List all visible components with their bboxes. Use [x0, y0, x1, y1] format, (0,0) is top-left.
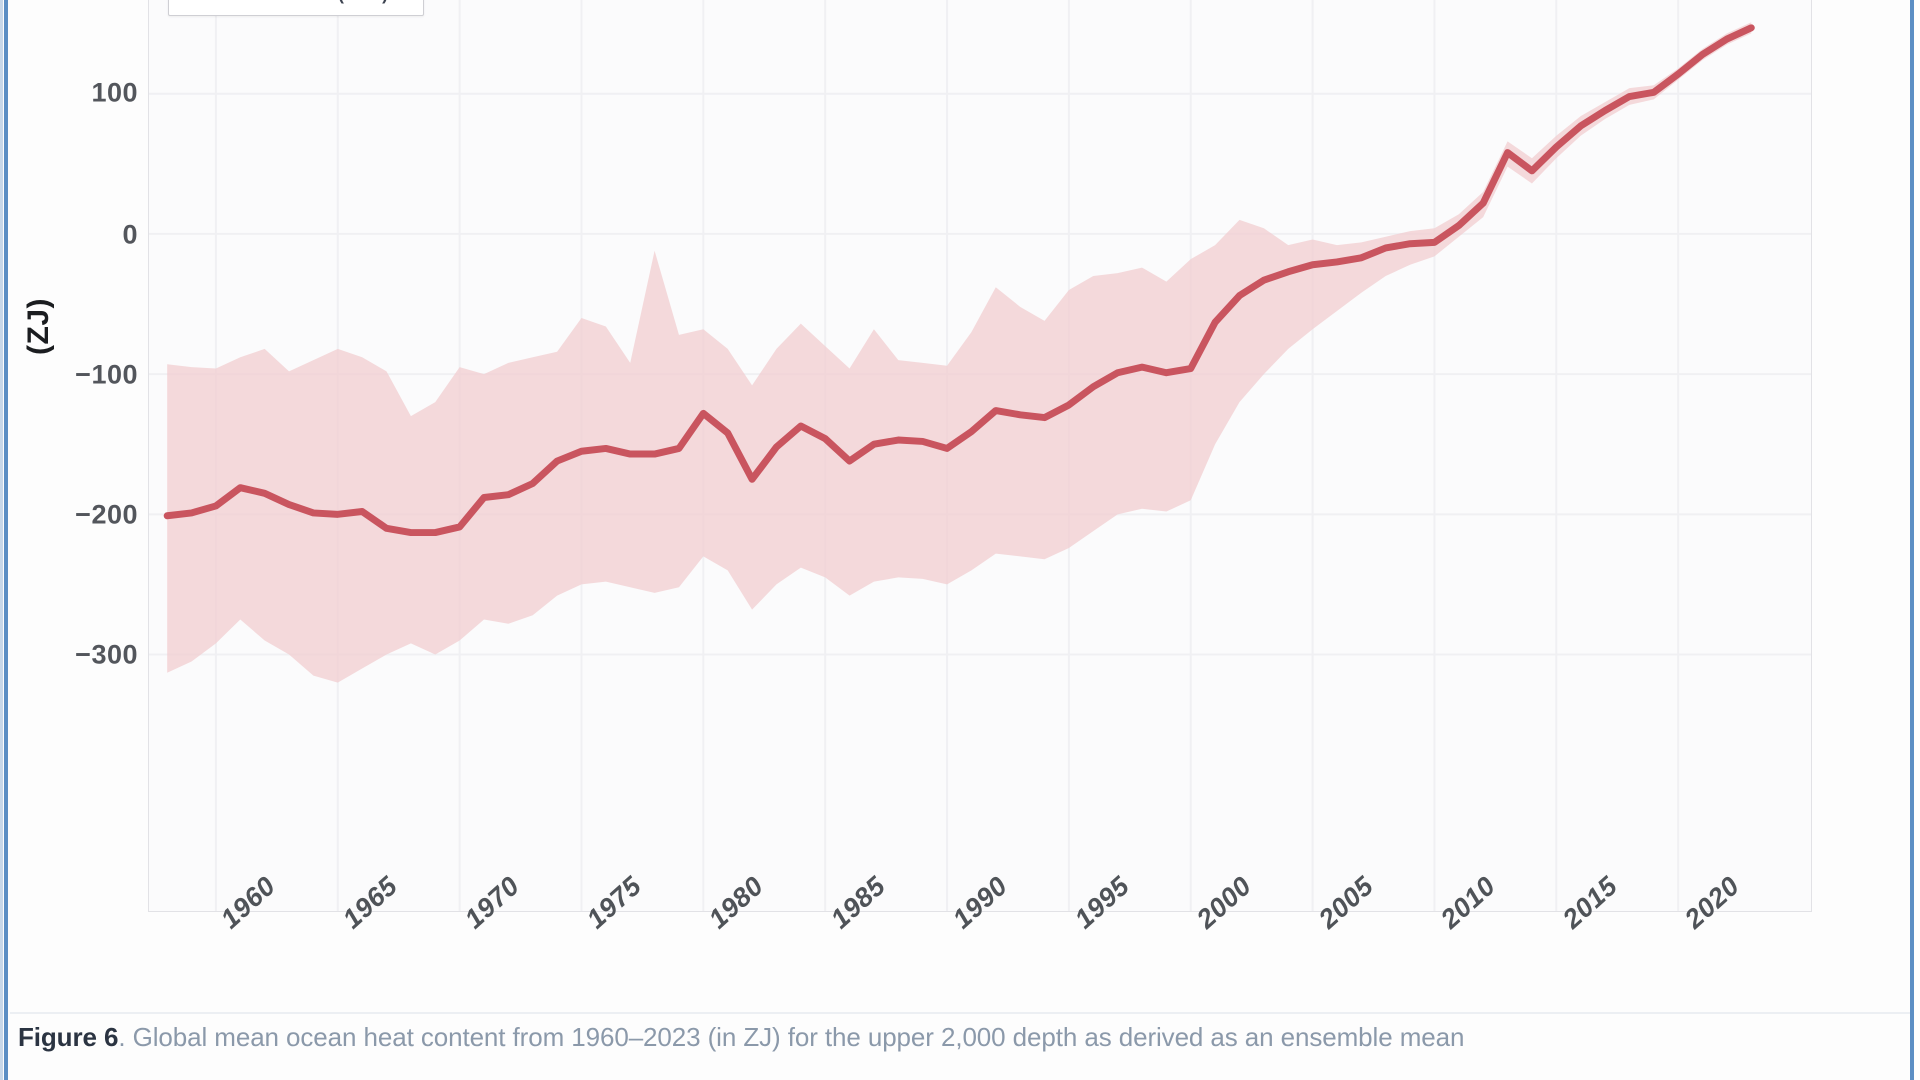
x-axis-tick-label: 1960 [215, 870, 282, 935]
chart-uncertainty-band [167, 22, 1752, 683]
caption-divider [10, 1012, 1910, 1014]
chart-legend[interactable]: Minière et al. (2023) [168, 0, 424, 16]
chart-series-line [163, 24, 1755, 537]
x-axis-tick-label: 2000 [1191, 870, 1258, 935]
x-axis-tick-label: 2015 [1557, 870, 1624, 935]
x-axis-tick-label: 2020 [1679, 870, 1746, 935]
legend-item-label: Minière et al. (2023) [229, 0, 388, 5]
y-axis-tick-label: −200 [75, 499, 138, 530]
chart-plot-area [148, 0, 1812, 912]
figure-caption: Figure 6. Global mean ocean heat content… [18, 1022, 1902, 1053]
figure-caption-text: Global mean ocean heat content from 1960… [132, 1022, 1465, 1052]
figure-caption-separator: . [118, 1022, 133, 1052]
chart-svg [149, 0, 1811, 911]
x-axis-tick-label: 1990 [947, 870, 1014, 935]
figure-caption-label: Figure 6 [18, 1022, 119, 1052]
x-axis-tick-label: 1995 [1069, 870, 1136, 935]
y-axis-tick-label: 100 [91, 77, 138, 108]
x-axis-tick-label: 1970 [459, 870, 526, 935]
y-axis-tick-labels: 100 0 −100 −200 −300 [0, 0, 138, 1080]
y-axis-tick-label: −100 [75, 359, 138, 390]
y-axis-tick-label: −300 [75, 639, 138, 670]
x-axis-tick-label: 1985 [825, 870, 892, 935]
x-axis-tick-label: 1975 [581, 870, 648, 935]
x-axis-tick-label: 2010 [1435, 870, 1502, 935]
x-axis-tick-label: 1980 [703, 870, 770, 935]
x-axis-tick-label: 1965 [337, 870, 404, 935]
y-axis-tick-label: 0 [122, 219, 138, 250]
x-axis-tick-label: 2005 [1313, 870, 1380, 935]
chart-plot-wrapper [148, 0, 1812, 912]
